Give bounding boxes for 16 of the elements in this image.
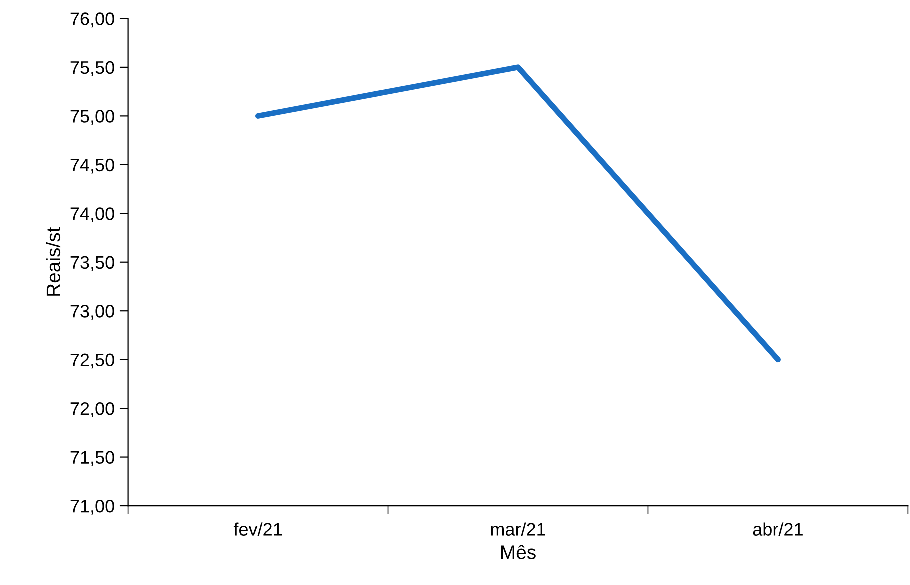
y-tick-label: 75,50 [70, 61, 114, 76]
x-tick-label: mar/21 [491, 522, 546, 536]
y-tick-label: 75,00 [70, 110, 114, 126]
y-tick-label: 72,50 [70, 354, 114, 369]
y-tick-label: 72,00 [70, 402, 114, 418]
y-tick-label: 73,50 [70, 256, 114, 272]
x-axis-title: Mês [501, 545, 536, 560]
y-tick-label: 74,00 [70, 208, 114, 222]
y-tick-label: 71,00 [70, 500, 114, 515]
y-axis-title: Reais/st [46, 227, 61, 296]
x-tick-label: fev/21 [234, 522, 282, 536]
y-tick-label: 73,00 [70, 305, 114, 320]
x-tick-label: abr/21 [753, 522, 803, 536]
y-tick-label: 76,00 [70, 12, 114, 28]
y-tick-label: 74,50 [70, 158, 114, 174]
y-tick-label: 71,50 [70, 451, 114, 466]
